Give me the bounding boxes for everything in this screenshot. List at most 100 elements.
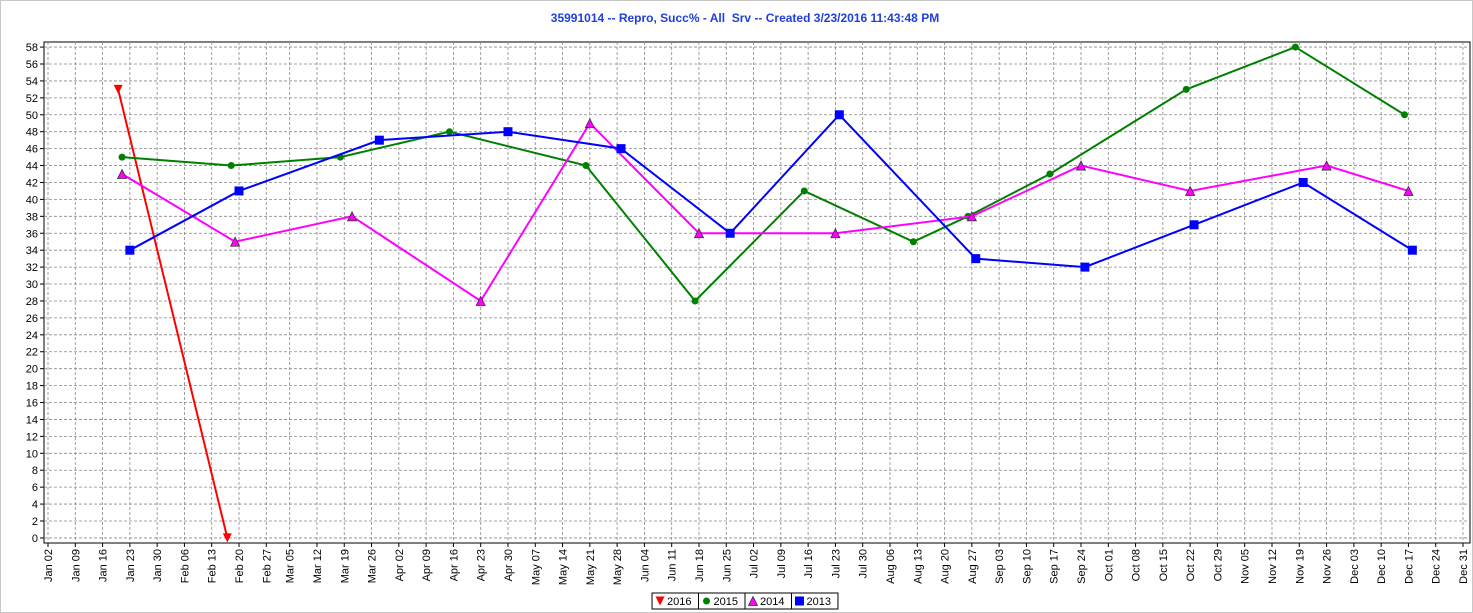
y-tick-label: 28 — [26, 296, 38, 308]
series-line — [117, 89, 229, 539]
x-tick-label: Oct 15 — [1158, 549, 1170, 581]
marker — [446, 128, 454, 136]
chart-title: 35991014 -- Repro, Succ% - All Srv -- Cr… — [551, 11, 939, 25]
y-tick-label: 56 — [26, 59, 38, 71]
x-tick-label: Oct 22 — [1185, 549, 1197, 581]
y-tick-label: 26 — [26, 313, 38, 325]
y-tick-label: 14 — [26, 414, 38, 426]
x-tick-label: Jun 25 — [721, 549, 733, 582]
legend-label: 2013 — [806, 596, 830, 608]
marker — [616, 144, 626, 154]
x-tick-label: Aug 27 — [967, 549, 979, 584]
y-tick-label: 4 — [32, 499, 38, 511]
marker — [346, 210, 358, 222]
x-tick-label: Mar 19 — [339, 549, 351, 583]
x-tick-label: Dec 03 — [1349, 549, 1361, 584]
x-tick-label: Feb 27 — [261, 549, 273, 583]
y-tick-label: 40 — [26, 194, 38, 206]
y-tick-label: 48 — [26, 127, 38, 139]
x-tick-label: Sep 03 — [994, 549, 1006, 584]
x-tick-label: Jan 09 — [70, 549, 82, 582]
marker — [703, 597, 711, 605]
x-tick-label: Jul 16 — [803, 549, 815, 578]
y-tick-label: 8 — [32, 465, 38, 477]
x-tick-label: Dec 31 — [1458, 549, 1470, 584]
marker — [475, 295, 486, 306]
x-tick-label: Apr 30 — [503, 549, 515, 581]
x-tick-label: Jan 23 — [125, 549, 137, 582]
x-tick-label: Aug 13 — [912, 549, 924, 584]
x-tick-label: Feb 20 — [234, 549, 246, 583]
marker — [1184, 185, 1196, 196]
x-tick-label: Jul 09 — [776, 549, 788, 578]
x-tick-label: Nov 12 — [1267, 549, 1279, 584]
marker — [234, 186, 244, 196]
marker — [655, 596, 665, 606]
legend-item: 2016 — [655, 596, 692, 608]
x-tick-label: Jun 04 — [639, 549, 651, 582]
marker — [1321, 160, 1332, 171]
marker — [794, 596, 804, 606]
x-tick-label: Mar 26 — [367, 549, 379, 583]
y-tick-label: 24 — [26, 330, 38, 342]
marker — [693, 227, 705, 239]
y-tick-label: 18 — [26, 381, 38, 393]
marker — [113, 84, 123, 94]
marker — [1182, 85, 1190, 93]
marker — [747, 595, 759, 606]
x-tick-label: Jul 30 — [858, 549, 870, 578]
x-tick-label: Feb 13 — [207, 549, 219, 583]
marker — [800, 187, 808, 195]
y-tick-label: 12 — [26, 431, 38, 443]
x-tick-label: Dec 17 — [1403, 549, 1415, 584]
y-tick-label: 2 — [32, 516, 38, 528]
marker — [909, 238, 917, 246]
x-tick-label: May 21 — [585, 549, 597, 585]
x-tick-label: Jan 16 — [98, 549, 110, 582]
x-tick-label: Dec 10 — [1376, 549, 1388, 584]
marker — [503, 127, 513, 137]
marker — [1407, 245, 1417, 255]
legend: 2016 2015 2014 2013 — [651, 592, 839, 610]
x-tick-label: Apr 09 — [421, 549, 433, 581]
x-tick-label: Oct 29 — [1212, 549, 1224, 581]
x-tick-label: Apr 16 — [448, 549, 460, 581]
y-tick-label: 22 — [26, 347, 38, 359]
legend-item: 2015 — [703, 596, 738, 608]
x-tick-label: Oct 08 — [1131, 549, 1143, 581]
marker — [834, 110, 844, 120]
x-tick-label: Sep 17 — [1049, 549, 1061, 584]
x-tick-label: Apr 23 — [476, 549, 488, 581]
marker — [1046, 170, 1054, 178]
x-tick-label: Apr 02 — [394, 549, 406, 581]
series-line — [121, 121, 1409, 303]
x-tick-label: Jun 18 — [694, 549, 706, 582]
marker — [1080, 262, 1090, 272]
y-tick-label: 34 — [26, 245, 38, 257]
marker — [830, 227, 841, 239]
x-tick-label: Sep 10 — [1021, 549, 1033, 584]
x-tick-label: Feb 06 — [179, 549, 191, 583]
marker — [725, 228, 735, 238]
x-tick-label: Aug 06 — [885, 549, 897, 584]
marker — [691, 297, 699, 305]
marker — [222, 533, 232, 543]
y-tick-label: 54 — [26, 76, 38, 88]
x-tick-label: Nov 19 — [1294, 549, 1306, 584]
legend-item: 2013 — [794, 596, 831, 608]
y-tick-label: 20 — [26, 364, 38, 376]
marker — [1189, 220, 1199, 230]
x-tick-label: Nov 05 — [1240, 549, 1252, 584]
x-tick-label: Aug 20 — [940, 549, 952, 584]
x-tick-label: Sep 24 — [1076, 549, 1088, 584]
marker — [118, 153, 126, 161]
legend-item: 2014 — [747, 595, 784, 608]
marker — [229, 236, 241, 247]
x-tick-label: Dec 24 — [1431, 549, 1443, 584]
x-tick-label: Oct 01 — [1103, 549, 1115, 581]
plot-area — [43, 41, 1471, 544]
x-tick-label: Jun 11 — [667, 549, 679, 581]
y-tick-label: 52 — [26, 93, 38, 105]
